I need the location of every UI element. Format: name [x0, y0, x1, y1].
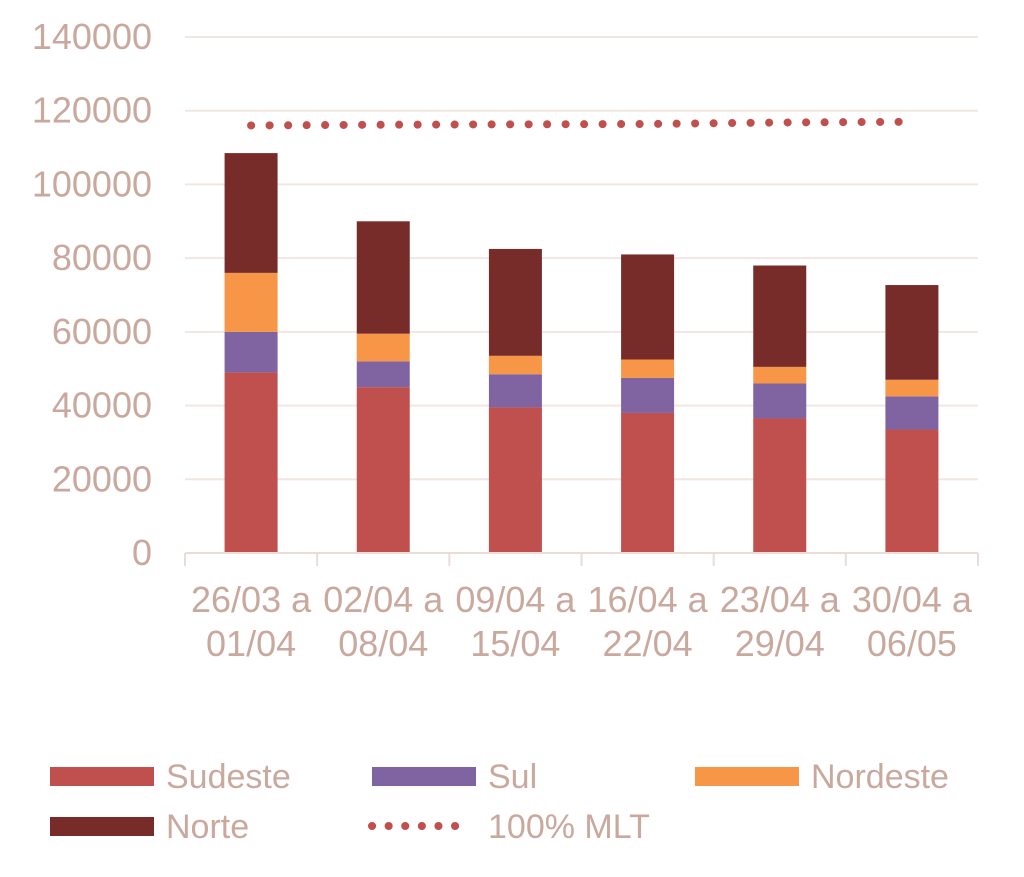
x-tick-label: 06/05	[867, 623, 957, 664]
bar-segment-norte	[621, 254, 675, 360]
x-tick-label: 16/04 a	[588, 579, 709, 620]
axes: 0 20000 40000 60000 80000 100000 120000 140000 2…	[32, 16, 979, 664]
mlt-dotted-line	[247, 117, 916, 130]
bar-segment-sudeste	[488, 407, 542, 553]
y-tick-label: 0	[132, 532, 152, 573]
legend-label: Norte	[166, 808, 249, 846]
x-tick-label: 15/04	[470, 623, 560, 664]
bar-segment-sudeste	[621, 412, 675, 553]
bar-segment-norte	[488, 248, 542, 356]
x-tick-label: 23/04 a	[720, 579, 841, 620]
x-tick-label: 01/04	[206, 623, 296, 664]
bar-segment-nordeste	[885, 379, 939, 397]
bar-segment-nordeste	[224, 272, 278, 332]
legend-swatch-nordeste	[695, 767, 799, 786]
legend-label: Sudeste	[166, 758, 291, 796]
bar-segment-sul	[488, 374, 542, 408]
bar-segment-sudeste	[885, 429, 939, 553]
x-tick-label: 30/04 a	[852, 579, 973, 620]
x-tick-label: 29/04	[735, 623, 825, 664]
y-tick-label: 80000	[52, 237, 152, 278]
bar-segment-norte	[885, 285, 939, 380]
bar-segment-sul	[356, 361, 410, 388]
x-tick-label: 08/04	[338, 623, 428, 664]
y-tick-label: 20000	[52, 458, 152, 499]
legend-swatch-sul	[372, 767, 476, 786]
x-tick-label: 09/04 a	[455, 579, 576, 620]
bar-segment-sudeste	[224, 372, 278, 553]
bar-segment-norte	[224, 153, 278, 273]
legend-swatch-norte	[50, 817, 154, 836]
y-tick-label: 40000	[52, 385, 152, 426]
y-tick-label: 140000	[32, 16, 152, 57]
legend-label: Nordeste	[811, 758, 949, 796]
y-tick-label: 60000	[52, 311, 152, 352]
x-tick-label: 22/04	[603, 623, 693, 664]
bar-segment-nordeste	[753, 366, 807, 384]
bar-segment-sudeste	[356, 387, 410, 553]
bar-segment-nordeste	[488, 355, 542, 375]
bar-segment-nordeste	[356, 333, 410, 362]
bar-segment-sul	[885, 396, 939, 430]
bars	[224, 153, 939, 553]
legend-label: 100% MLT	[488, 808, 650, 846]
y-tick-label: 120000	[32, 90, 152, 131]
legend: Sudeste Sul Nordeste Norte 100% MLT	[50, 758, 949, 846]
x-tick-label: 26/03 a	[191, 579, 312, 620]
bar-segment-sudeste	[753, 418, 807, 553]
x-tick-label: 02/04 a	[323, 579, 444, 620]
bar-segment-nordeste	[621, 359, 675, 378]
legend-label: Sul	[488, 758, 537, 796]
bar-segment-norte	[356, 221, 410, 334]
legend-swatch-sudeste	[50, 767, 154, 786]
bar-segment-sul	[753, 383, 807, 419]
bar-segment-sul	[224, 331, 278, 373]
y-tick-label: 100000	[32, 163, 152, 204]
bar-segment-sul	[621, 377, 675, 413]
grid-lines	[185, 36, 978, 481]
mlt-line	[247, 117, 916, 130]
bar-segment-norte	[753, 265, 807, 367]
